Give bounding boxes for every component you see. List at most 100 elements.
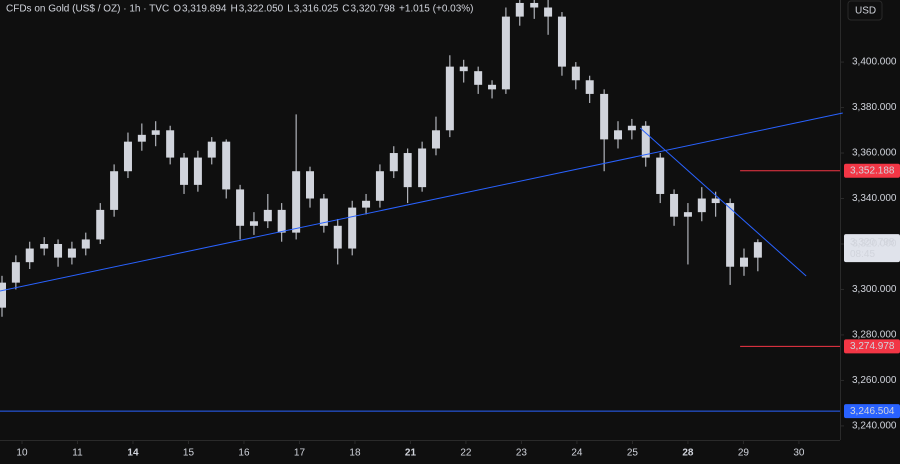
x-tick-label: 10	[16, 448, 28, 459]
candle-body	[348, 207, 357, 249]
candle-body	[166, 130, 175, 158]
y-tick-label: 3,240.000	[852, 421, 897, 432]
y-tick-label: 3,380.000	[852, 102, 897, 113]
candle-body	[571, 66, 580, 81]
x-tick-label: 25	[627, 448, 639, 459]
candle-body	[488, 84, 497, 90]
candle-body	[306, 171, 315, 199]
candle-body	[222, 141, 231, 190]
countdown: 08:45	[850, 249, 875, 260]
candle-body	[501, 16, 510, 90]
trend-line	[0, 112, 843, 292]
trend-line	[639, 127, 807, 277]
candle-body	[600, 93, 609, 140]
candle-body	[180, 157, 189, 185]
candle-body	[277, 209, 286, 233]
y-tick-label: 3,280.000	[852, 330, 897, 341]
candle-body	[739, 257, 748, 267]
candle-body	[641, 125, 650, 158]
x-tick-label: 15	[183, 448, 195, 459]
y-tick-label: 3,300.000	[852, 284, 897, 295]
candle-body	[656, 157, 665, 194]
candle-body	[362, 200, 371, 208]
candle-body	[697, 198, 706, 213]
y-tick-label: 3,400.000	[852, 57, 897, 68]
level-label-bg	[844, 339, 900, 354]
candle-body	[389, 153, 398, 172]
last-price-label: 3,320.798	[850, 237, 895, 248]
x-tick-label: 28	[682, 448, 694, 459]
level-label: 3,352.188	[850, 165, 895, 176]
ohlc-value: 3,320.798	[351, 4, 396, 15]
candle-body	[11, 262, 20, 283]
candle-body	[544, 7, 553, 17]
x-tick-label: 22	[460, 448, 472, 459]
ohlc-key: C	[342, 4, 349, 15]
ohlc-key: O	[173, 4, 181, 15]
y-tick-label: 3,320.000	[852, 239, 897, 250]
level-label: 3,274.978	[850, 341, 895, 352]
candle-body	[81, 239, 90, 249]
candle-body	[67, 248, 76, 258]
level-label-bg	[844, 404, 900, 419]
candle-body	[711, 198, 720, 204]
candle-body	[726, 203, 735, 267]
ohlc-key: H	[230, 4, 237, 15]
ohlc-value: 3,319.894	[182, 4, 227, 15]
x-tick-label: 16	[238, 448, 250, 459]
candle-body	[123, 141, 132, 172]
currency-box[interactable]	[847, 0, 883, 21]
symbol-title: CFDs on Gold (US$ / OZ) · 1h · TVC	[6, 4, 169, 15]
candle-body	[614, 130, 623, 140]
candle-body	[474, 71, 483, 85]
candle-body	[459, 66, 468, 72]
change: +1.015 (+0.03%)	[399, 4, 474, 15]
candle-body	[236, 189, 245, 226]
y-tick-label: 3,260.000	[852, 375, 897, 386]
candle-body	[515, 2, 524, 17]
x-tick-label: 18	[349, 448, 361, 459]
candle-body	[110, 171, 119, 210]
ohlc-value: 3,316.025	[294, 4, 339, 15]
candle-body	[375, 171, 384, 201]
level-label: 3,246.504	[850, 406, 895, 417]
candle-body	[753, 242, 762, 258]
overlay: CFDs on Gold (US$ / OZ) · 1h · TVC O 3,319…	[0, 4, 900, 419]
ohlc-value: 3,322.050	[239, 4, 284, 15]
x-tick-label: 21	[405, 448, 417, 459]
candle-body	[263, 209, 272, 222]
candle-body	[431, 130, 440, 149]
candle-body	[0, 282, 6, 308]
candle-body	[557, 16, 566, 67]
ohlc-key: L	[287, 4, 293, 15]
candle-body	[333, 225, 342, 249]
x-tick-label: 14	[127, 448, 139, 459]
candle-body	[627, 125, 636, 131]
candle-body	[207, 141, 216, 158]
candle-body	[683, 212, 692, 217]
currency: USD	[855, 6, 876, 17]
x-tick-label: 17	[294, 448, 306, 459]
candle-body	[249, 221, 258, 226]
candle-body	[670, 193, 679, 217]
candle-body	[151, 130, 160, 135]
level-label-bg	[844, 163, 900, 178]
candle-body	[530, 2, 539, 8]
last-price-bg	[844, 234, 900, 263]
x-tick-label: 24	[571, 448, 583, 459]
candle-body	[403, 153, 412, 188]
candle-body	[319, 198, 328, 226]
y-tick-label: 3,340.000	[852, 193, 897, 204]
plot-area	[0, 0, 762, 317]
candle-body	[193, 157, 202, 185]
x-tick-label: 29	[738, 448, 750, 459]
candle-body	[445, 66, 454, 131]
candle-body	[40, 243, 49, 249]
candle-body	[418, 148, 427, 188]
candle-body	[25, 248, 34, 263]
candle-body	[292, 171, 301, 233]
x-tick-label: 11	[72, 448, 83, 459]
y-tick-label: 3,360.000	[852, 148, 897, 159]
x-tick-label: 23	[516, 448, 528, 459]
